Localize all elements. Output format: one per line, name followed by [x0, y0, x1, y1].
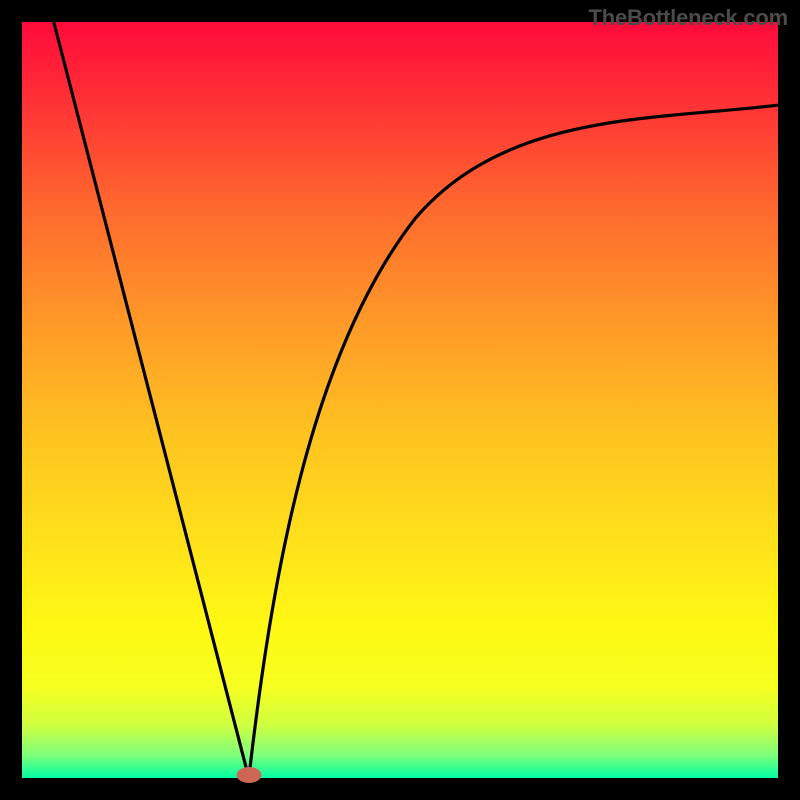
chart-curve — [22, 22, 778, 778]
chart-plot-area — [22, 22, 778, 778]
watermark-label: TheBottleneck.com — [588, 5, 788, 31]
curve-path — [54, 22, 778, 778]
chart-minimum-marker — [236, 767, 261, 783]
